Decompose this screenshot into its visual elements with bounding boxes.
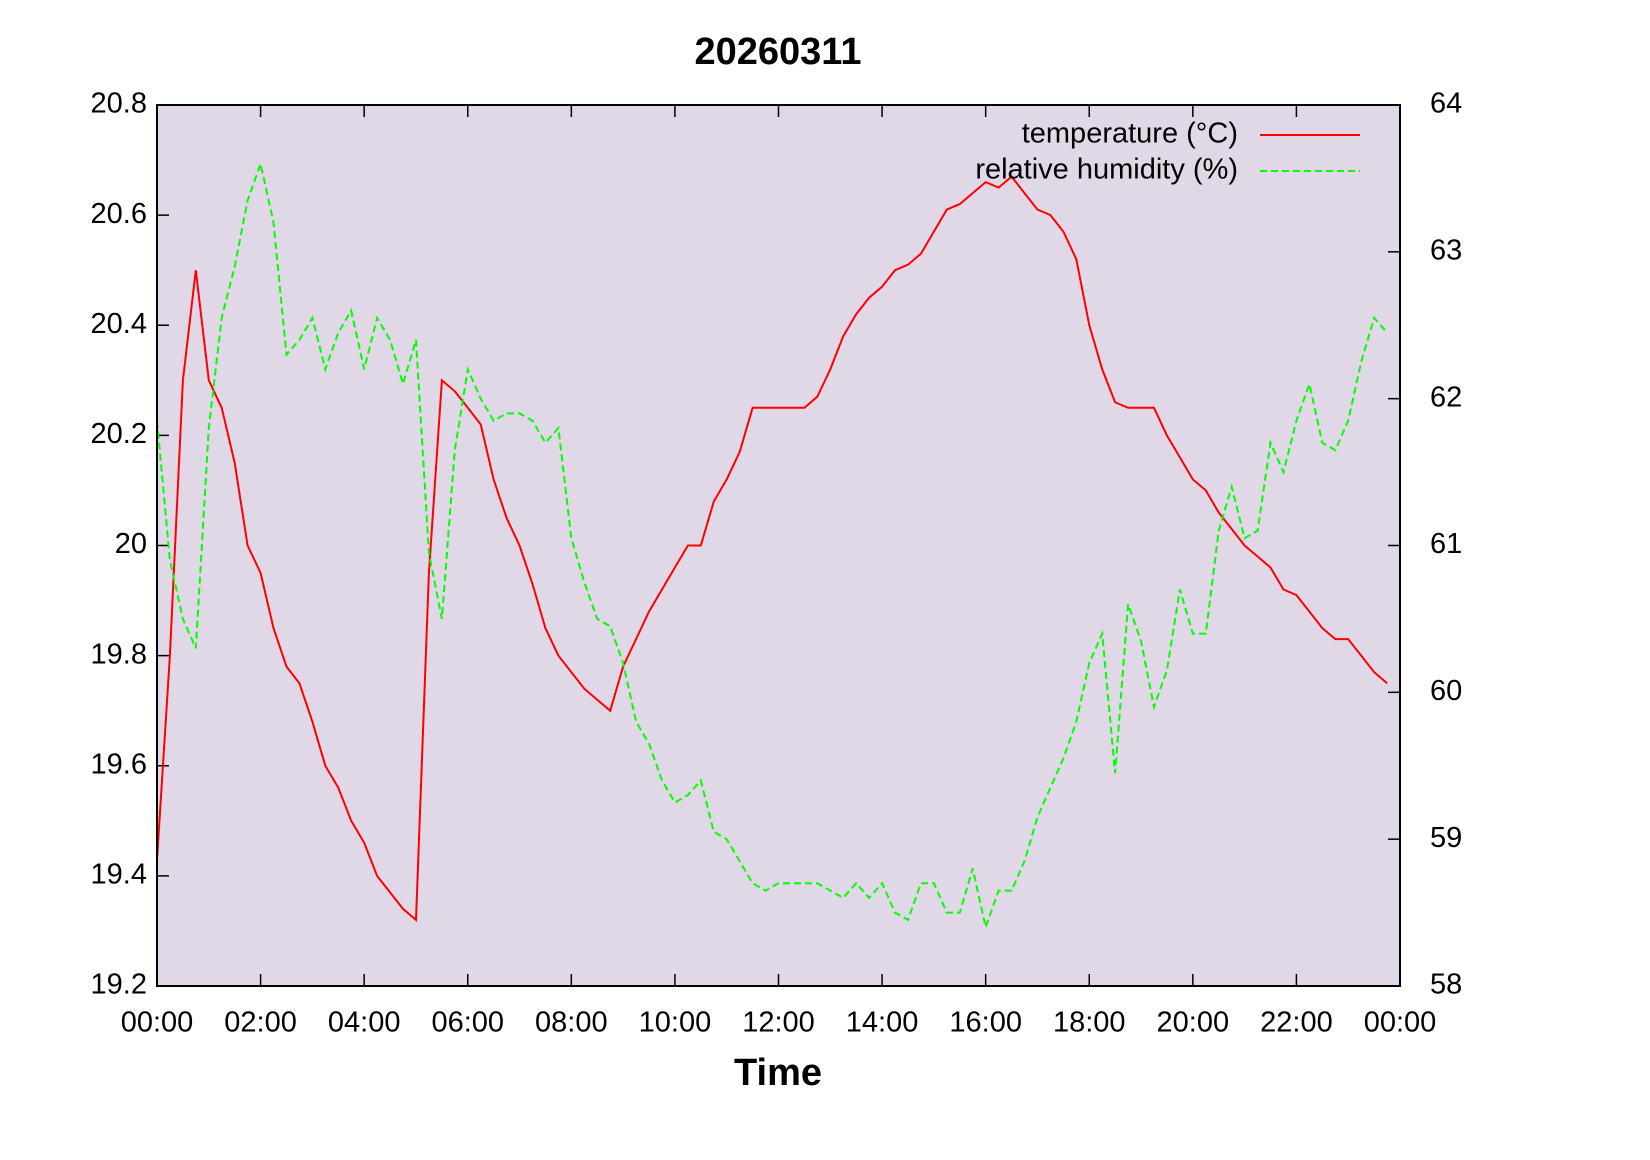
y-tick-label: 20.2 [91,418,147,450]
plot-background [157,105,1400,986]
x-tick-label: 00:00 [1364,1007,1437,1039]
series-line [156,175,1388,922]
x-tick-label: 00:00 [121,1007,194,1039]
y-tick-label: 19.6 [91,748,147,780]
y-tick-label: 19.8 [91,638,147,670]
x-tick-label: 06:00 [431,1007,504,1039]
x-tick-label: 20:00 [1157,1007,1230,1039]
legend-label: relative humidity (%) [975,154,1238,186]
y2-tick-label: 62 [1430,381,1462,413]
y-tick-label: 19.4 [91,859,147,891]
x-tick-label: 10:00 [639,1007,712,1039]
x-axis-label: Time [734,1052,822,1094]
y-tick-label: 20 [115,528,147,560]
x-tick-label: 02:00 [224,1007,297,1039]
y-tick-label: 19.2 [91,969,147,1001]
x-tick-label: 14:00 [846,1007,919,1039]
x-tick-label: 04:00 [328,1007,401,1039]
x-tick-label: 18:00 [1053,1007,1126,1039]
plot-frame [156,104,1401,987]
x-tick-label: 22:00 [1260,1007,1333,1039]
y2-tick-label: 61 [1430,528,1462,560]
y-tick-label: 20.8 [91,88,147,120]
x-tick-label: 12:00 [742,1007,815,1039]
y2-tick-label: 58 [1430,969,1462,1001]
y2-tick-label: 63 [1430,234,1462,266]
series-line [156,160,1388,931]
y-tick-label: 20.4 [91,308,147,340]
x-tick-label: 16:00 [949,1007,1022,1039]
y2-tick-label: 60 [1430,675,1462,707]
chart-title: 20260311 [695,31,862,73]
y2-tick-label: 64 [1430,88,1462,120]
y2-tick-label: 59 [1430,822,1462,854]
x-tick-label: 08:00 [535,1007,608,1039]
y-tick-label: 20.6 [91,198,147,230]
legend-label: temperature (°C) [1022,118,1238,150]
